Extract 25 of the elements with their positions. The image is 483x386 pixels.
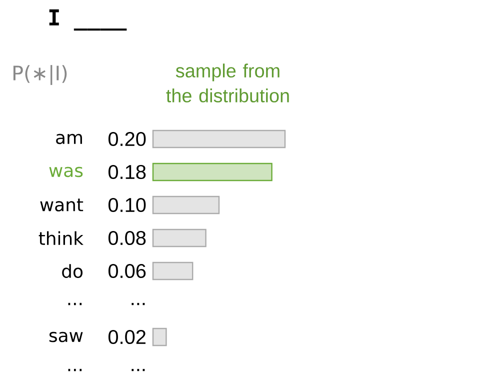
bar — [152, 228, 206, 248]
bar — [152, 130, 286, 148]
bar — [152, 328, 167, 346]
data-label: 0.20 — [108, 132, 146, 146]
y-tick-label: was — [49, 166, 83, 178]
data-label: 0.18 — [108, 164, 146, 180]
text: sample from the distribution — [166, 64, 289, 102]
y-tick-label: think — [38, 231, 84, 245]
y-tick-label: saw — [49, 332, 83, 342]
y-tick-label: am — [56, 134, 82, 144]
bar — [152, 196, 220, 214]
y-tick-label: do — [62, 264, 83, 278]
data-label: 0.08 — [108, 230, 146, 246]
chart-subtitle: P(∗|I) — [13, 65, 67, 85]
bar — [152, 162, 272, 182]
y-tick-label: ... — [68, 368, 82, 372]
bar — [152, 262, 194, 280]
data-label: 0.10 — [108, 198, 146, 212]
y-tick-label: ... — [68, 302, 82, 306]
text: ... — [132, 302, 145, 306]
data-label: 0.06 — [108, 264, 146, 278]
chart-title: I ____ — [49, 9, 127, 31]
data-label: 0.02 — [108, 330, 146, 344]
y-tick-label: want — [40, 198, 84, 212]
text: ... — [132, 368, 145, 372]
